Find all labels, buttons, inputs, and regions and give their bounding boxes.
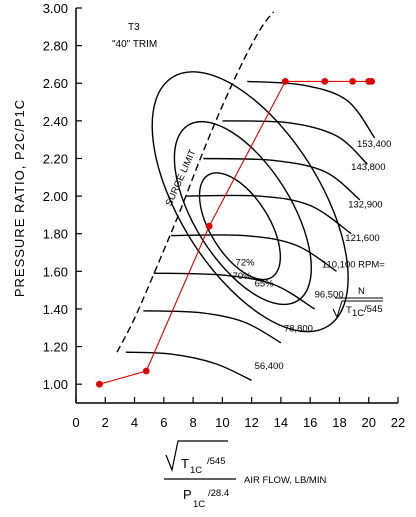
efficiency-label: 72%: [236, 258, 256, 269]
y-tick-label: 2.80: [43, 39, 68, 54]
operating-line-group: [96, 77, 376, 388]
rpm-formula-top: N: [358, 286, 365, 297]
rpm-formula-div: /545: [364, 304, 383, 315]
operating-point: [205, 222, 213, 230]
speed-line-label: 153,400: [357, 139, 391, 150]
chart-title: T3: [128, 22, 140, 33]
efficiency-label: 65%: [255, 278, 275, 289]
y-tick-label: 1.00: [43, 377, 68, 392]
x-tick-label: 0: [72, 415, 79, 430]
operating-point: [321, 77, 329, 85]
rpm-formula-sub: 1C: [352, 308, 364, 319]
x-tick-label: 2: [102, 415, 109, 430]
speed-line: [143, 310, 282, 344]
x-tick-label: 10: [215, 415, 229, 430]
speed-line-label: 143,800: [351, 162, 385, 173]
x-formula-den-sub: 1C: [193, 499, 205, 510]
operating-point: [142, 367, 150, 375]
speed-line-label: 78,800: [284, 324, 313, 335]
operating-point: [281, 77, 289, 85]
speed-line: [153, 272, 315, 310]
efficiency-island: [173, 120, 312, 306]
x-tick-label: 4: [131, 415, 138, 430]
operating-point: [96, 380, 103, 388]
operating-line: [99, 80, 372, 385]
y-tick-label: 1.40: [43, 302, 68, 317]
speed-line-label: 56,400: [255, 361, 284, 372]
y-tick-label: 2.20: [43, 151, 68, 166]
y-tick-label: 2.40: [43, 114, 68, 129]
surge-limit-line: [116, 11, 275, 353]
x-tick-label: 18: [332, 415, 346, 430]
x-tick-label: 6: [160, 415, 167, 430]
speed-line-label: 121,600: [345, 233, 379, 244]
efficiency-label: 70%: [233, 271, 253, 282]
y-tick-label: 2.60: [43, 76, 68, 91]
speed-line: [171, 234, 337, 272]
map-curves: SURGE LIMIT72%70%65%56,40078,80096,50011…: [116, 11, 391, 382]
axes: [75, 7, 399, 404]
operating-point: [368, 77, 376, 85]
x-formula-den-main: P: [183, 487, 192, 502]
operating-point: [349, 77, 357, 85]
y-tick-label: 2.00: [43, 189, 68, 204]
speed-line: [203, 157, 361, 201]
efficiency-island: [151, 71, 349, 333]
x-formula-den-div: /28.4: [208, 488, 229, 499]
speed-line: [125, 351, 252, 382]
y-axis-title: PRESSURE RATIO, P2C/P1C: [12, 99, 27, 297]
y-tick-label: 1.60: [43, 264, 68, 279]
x-axis-formula: T 1C /545 P 1C /28.4 AIR FLOW, LB/MIN: [164, 440, 326, 510]
chart-subtitle: "40" TRIM: [112, 39, 157, 50]
y-tick-label: 3.00: [43, 1, 68, 16]
x-tick-label: 14: [274, 415, 288, 430]
efficiency-island: [198, 172, 282, 281]
speed-line: [222, 120, 368, 165]
speed-line: [185, 194, 352, 235]
rpm-formula: N T 1C /545: [332, 286, 383, 319]
x-tick-label: 20: [361, 415, 375, 430]
speed-line-label: 110,100 RPM=: [322, 260, 385, 271]
x-tick-label: 16: [303, 415, 317, 430]
x-axis-title: AIR FLOW, LB/MIN: [244, 475, 326, 486]
x-formula-num-main: T: [181, 456, 189, 471]
rpm-formula-main: T: [346, 305, 352, 316]
y-tick-label: 1.20: [43, 340, 68, 355]
x-tick-label: 8: [189, 415, 196, 430]
speed-line: [247, 80, 376, 139]
x-tick-label: 12: [244, 415, 258, 430]
y-tick-label: 1.80: [43, 227, 68, 242]
x-formula-num-sub: 1C: [190, 465, 202, 476]
speed-line-label: 96,500: [315, 290, 344, 301]
tick-labels: 0 2 4 6 8 10 12 14 16 18 20 22 1.00 1.20 1.40 1.60 1.80 2…: [43, 1, 406, 430]
x-tick-label: 22: [391, 415, 405, 430]
x-formula-num-div: /545: [207, 456, 226, 467]
speed-line-label: 132,900: [348, 199, 382, 210]
